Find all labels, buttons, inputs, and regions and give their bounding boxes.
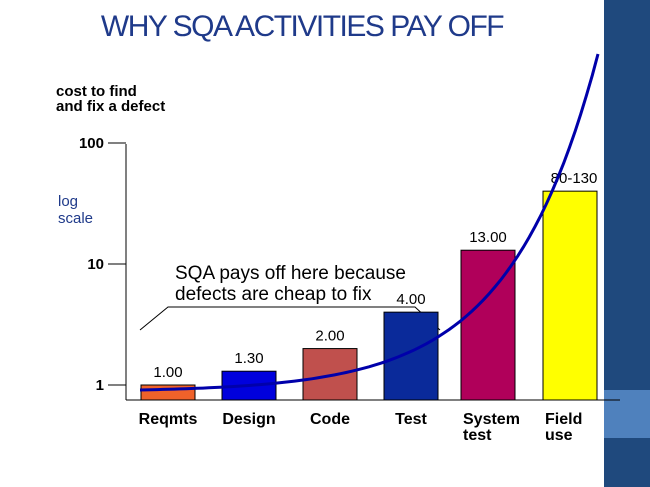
data-label: 4.00 <box>396 291 425 308</box>
y-axis-label-line-1: cost to find <box>56 83 137 100</box>
y-ticks: 1 10 100 <box>79 135 126 394</box>
category-label: Test <box>395 411 427 428</box>
trend-curve <box>139 53 600 392</box>
slide-title: WHY SQA ACTIVITIES PAY OFF <box>100 10 505 43</box>
category-label: Design <box>222 411 275 428</box>
bar <box>542 190 598 401</box>
data-label: 1.00 <box>153 364 182 381</box>
scale-note-line-1: log <box>58 193 78 210</box>
annotation-line-2: defects are cheap to fix <box>175 284 372 305</box>
y-axis-label-line-2: and fix a defect <box>56 98 165 115</box>
scale-note-line-2: scale <box>58 210 93 227</box>
y-tick-label: 10 <box>87 256 104 273</box>
category-label: System <box>463 411 520 428</box>
data-label: 1.30 <box>234 350 263 367</box>
data-labels: 1.00 1.30 2.00 4.00 13.00 80-130 <box>153 170 597 381</box>
data-label: 80-130 <box>551 170 598 187</box>
category-label: Field <box>545 411 582 428</box>
category-label: Reqmts <box>139 411 198 428</box>
y-tick-label: 1 <box>96 377 104 394</box>
category-label: test <box>463 427 492 444</box>
data-label: 13.00 <box>469 229 507 246</box>
side-accent <box>604 390 650 438</box>
bar <box>383 311 439 401</box>
y-tick-label: 100 <box>79 135 104 152</box>
annotation-line-1: SQA pays off here because <box>175 263 406 284</box>
category-label: use <box>545 427 573 444</box>
data-label: 2.00 <box>315 328 344 345</box>
category-label: Code <box>310 411 350 428</box>
